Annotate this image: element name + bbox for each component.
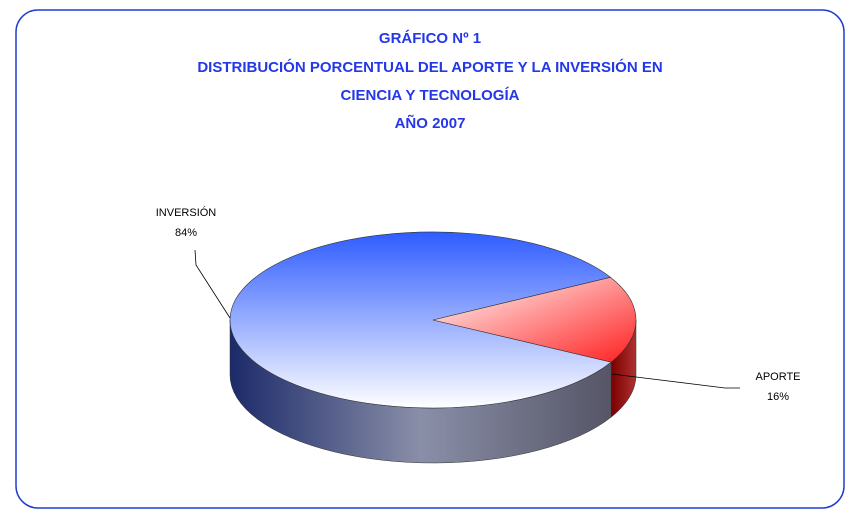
slice-value-label: 16% (767, 391, 789, 403)
chart-title: AÑO 2007 (395, 114, 466, 132)
pie: INVERSIÓN 84% APORTE 16% (156, 206, 801, 464)
slice-label: APORTE (755, 371, 800, 383)
title: GRÁFICO Nº 1 DISTRIBUCIÓN PORCENTUAL DEL … (197, 30, 662, 132)
slice-value-label: 84% (175, 227, 197, 239)
slice-label: INVERSIÓN (156, 206, 217, 219)
chart-title: GRÁFICO Nº 1 (379, 30, 481, 47)
chart-title: CIENCIA Y TECNOLOGÍA (341, 87, 520, 104)
pie-slice (432, 277, 637, 363)
leader-line (194, 249, 231, 319)
chart-title: DISTRIBUCIÓN PORCENTUAL DEL APORTE Y LA … (197, 58, 662, 76)
leader-line (611, 373, 740, 389)
pie-slice (229, 231, 612, 409)
